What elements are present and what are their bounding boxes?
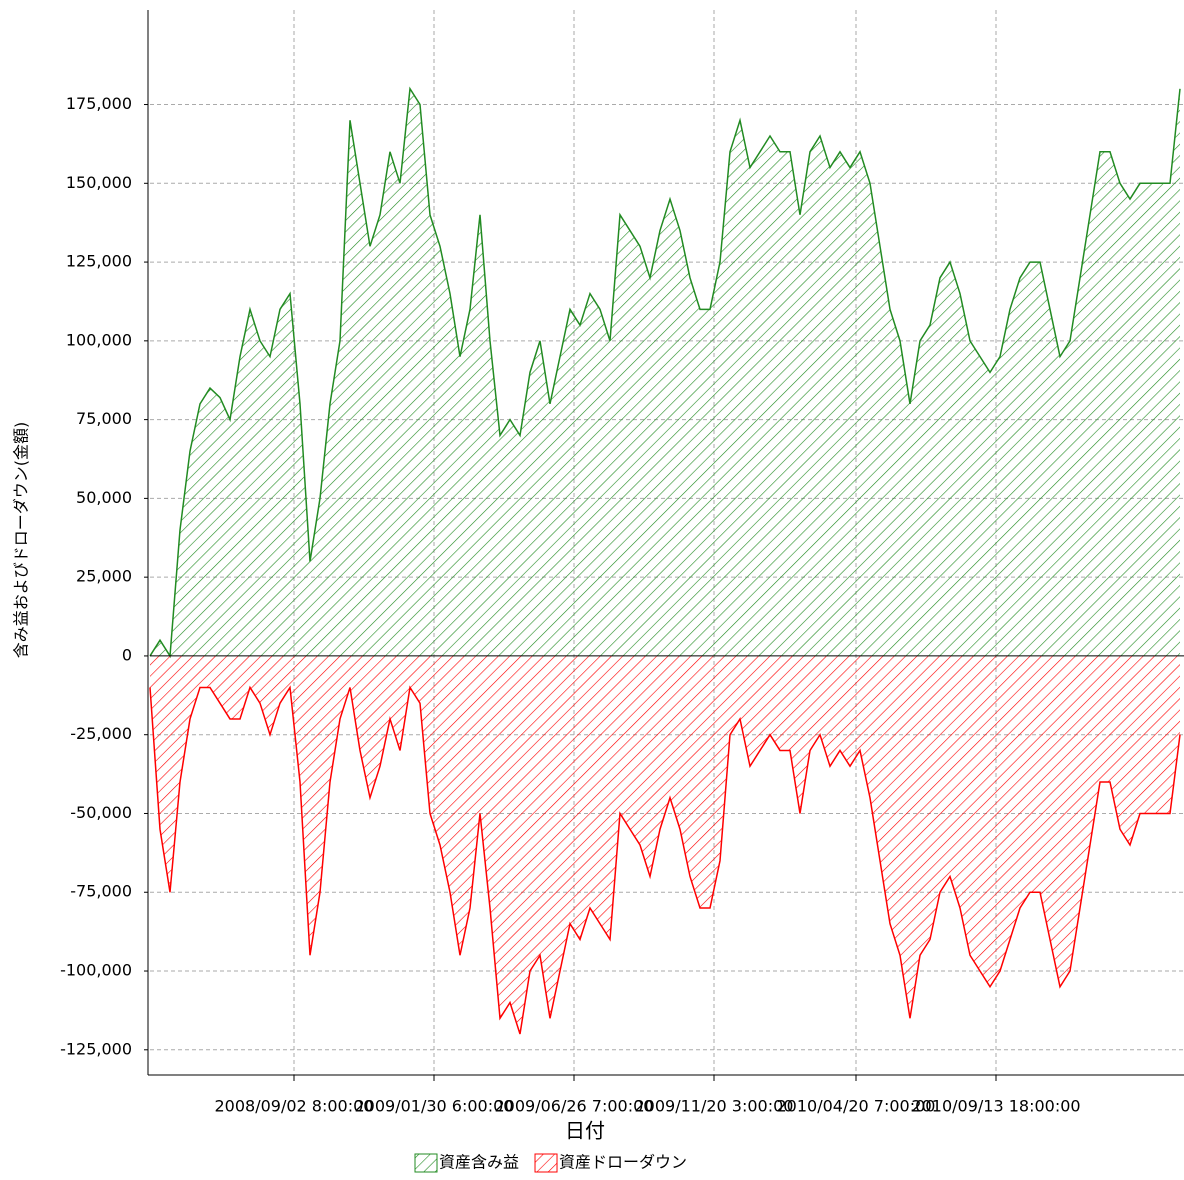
x-tick-label: 2010/04/20 7:00:00 (777, 1097, 936, 1116)
x-axis-label: 日付 (565, 1119, 605, 1143)
x-tick-label: 2009/11/20 3:00:00 (635, 1097, 794, 1116)
x-tick-label: 2008/09/02 8:00:00 (215, 1097, 374, 1116)
y-tick-label: -100,000 (60, 961, 132, 980)
area-fill (150, 655, 1180, 1035)
legend-label: 資産ドローダウン (559, 1153, 687, 1172)
area-line (149, 685, 1181, 1035)
area-line (149, 86, 1181, 659)
y-tick-label: 175,000 (66, 94, 132, 113)
y-tick-label: 25,000 (76, 567, 132, 586)
x-tick-label: 2009/06/26 7:00:00 (495, 1097, 654, 1116)
y-tick-label: -75,000 (70, 882, 132, 901)
x-tick-label: 2010/09/13 18:00:00 (911, 1097, 1080, 1116)
y-tick-label: -25,000 (70, 724, 132, 743)
y-tick-label: -125,000 (60, 1039, 132, 1058)
legend-label: 資産含み益 (439, 1153, 519, 1172)
y-tick-label: 0 (122, 645, 132, 664)
y-tick-label: -50,000 (70, 803, 132, 822)
x-tick-label: 2009/01/30 6:00:00 (355, 1097, 514, 1116)
y-tick-label: 75,000 (76, 409, 132, 428)
legend-swatch (414, 1153, 438, 1173)
y-tick-label: 125,000 (66, 252, 132, 271)
y-tick-label: 100,000 (66, 330, 132, 349)
y-axis-label: 含み益およびドローダウン(金額) (12, 422, 31, 659)
legend-swatch (534, 1153, 558, 1173)
area-fill (150, 88, 1180, 656)
y-tick-label: 50,000 (76, 488, 132, 507)
y-tick-label: 150,000 (66, 173, 132, 192)
